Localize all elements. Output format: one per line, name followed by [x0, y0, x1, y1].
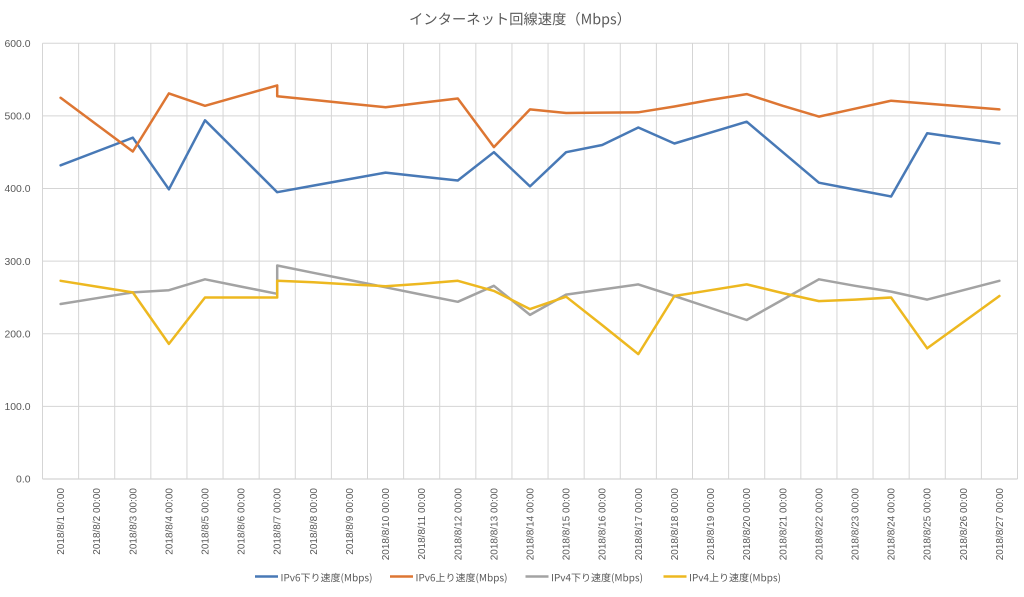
svg-text:2018/8/26 00:00: 2018/8/26 00:00 — [959, 488, 970, 561]
svg-text:2018/8/1 00:00: 2018/8/1 00:00 — [56, 488, 67, 555]
svg-text:2018/8/13 00:00: 2018/8/13 00:00 — [489, 488, 500, 561]
svg-text:2018/8/3 00:00: 2018/8/3 00:00 — [128, 488, 139, 555]
svg-text:2018/8/10 00:00: 2018/8/10 00:00 — [381, 488, 392, 561]
svg-text:2018/8/14 00:00: 2018/8/14 00:00 — [526, 488, 537, 561]
svg-text:2018/8/18 00:00: 2018/8/18 00:00 — [670, 488, 681, 561]
svg-text:400.0: 400.0 — [4, 184, 30, 195]
svg-text:2018/8/6 00:00: 2018/8/6 00:00 — [237, 488, 248, 555]
svg-text:2018/8/25 00:00: 2018/8/25 00:00 — [923, 488, 934, 561]
svg-text:2018/8/5 00:00: 2018/8/5 00:00 — [201, 488, 212, 555]
svg-text:300.0: 300.0 — [4, 257, 30, 268]
svg-text:2018/8/20 00:00: 2018/8/20 00:00 — [742, 488, 753, 561]
svg-text:2018/8/8 00:00: 2018/8/8 00:00 — [309, 488, 320, 555]
svg-text:2018/8/27 00:00: 2018/8/27 00:00 — [995, 488, 1006, 561]
svg-text:0.0: 0.0 — [16, 475, 31, 486]
svg-text:2018/8/24 00:00: 2018/8/24 00:00 — [887, 488, 898, 561]
svg-text:2018/8/21 00:00: 2018/8/21 00:00 — [778, 488, 789, 561]
svg-text:2018/8/11 00:00: 2018/8/11 00:00 — [417, 488, 428, 560]
svg-text:2018/8/2 00:00: 2018/8/2 00:00 — [92, 488, 103, 555]
svg-text:2018/8/7 00:00: 2018/8/7 00:00 — [273, 488, 284, 555]
svg-text:600.0: 600.0 — [4, 39, 30, 50]
svg-text:2018/8/17 00:00: 2018/8/17 00:00 — [634, 488, 645, 561]
svg-text:100.0: 100.0 — [4, 402, 30, 413]
svg-text:2018/8/4 00:00: 2018/8/4 00:00 — [164, 488, 175, 555]
svg-text:2018/8/12 00:00: 2018/8/12 00:00 — [453, 488, 464, 561]
svg-text:200.0: 200.0 — [4, 329, 30, 340]
svg-text:500.0: 500.0 — [4, 112, 30, 123]
svg-text:2018/8/19 00:00: 2018/8/19 00:00 — [706, 488, 717, 561]
svg-text:2018/8/16 00:00: 2018/8/16 00:00 — [598, 488, 609, 561]
svg-text:2018/8/22 00:00: 2018/8/22 00:00 — [814, 488, 825, 561]
svg-text:2018/8/23 00:00: 2018/8/23 00:00 — [851, 488, 862, 561]
svg-text:2018/8/9 00:00: 2018/8/9 00:00 — [345, 488, 356, 555]
svg-text:2018/8/15 00:00: 2018/8/15 00:00 — [562, 488, 573, 561]
